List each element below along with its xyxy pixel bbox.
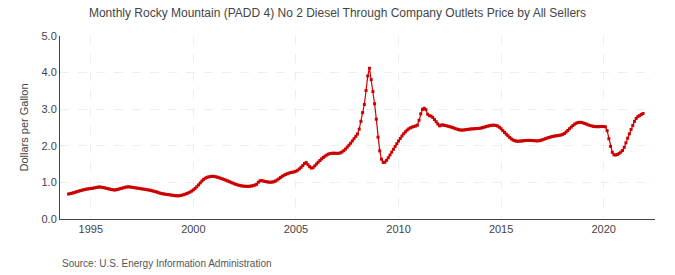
svg-text:2010: 2010 xyxy=(386,223,410,235)
svg-text:2005: 2005 xyxy=(284,223,308,235)
svg-text:3.0: 3.0 xyxy=(42,103,57,115)
svg-text:Source: U.S. Energy Informatio: Source: U.S. Energy Information Administ… xyxy=(62,258,272,269)
svg-text:1995: 1995 xyxy=(79,223,103,235)
svg-text:2015: 2015 xyxy=(489,223,513,235)
svg-text:Dollars per Gallon: Dollars per Gallon xyxy=(18,83,30,171)
svg-text:1.0: 1.0 xyxy=(42,176,57,188)
svg-text:2020: 2020 xyxy=(591,223,615,235)
svg-text:5.0: 5.0 xyxy=(42,30,57,42)
svg-text:0.0: 0.0 xyxy=(42,213,57,225)
svg-text:2000: 2000 xyxy=(181,223,205,235)
svg-text:4.0: 4.0 xyxy=(42,66,57,78)
svg-text:2.0: 2.0 xyxy=(42,140,57,152)
svg-text:Monthly Rocky Mountain (PADD 4: Monthly Rocky Mountain (PADD 4) No 2 Die… xyxy=(89,6,586,20)
